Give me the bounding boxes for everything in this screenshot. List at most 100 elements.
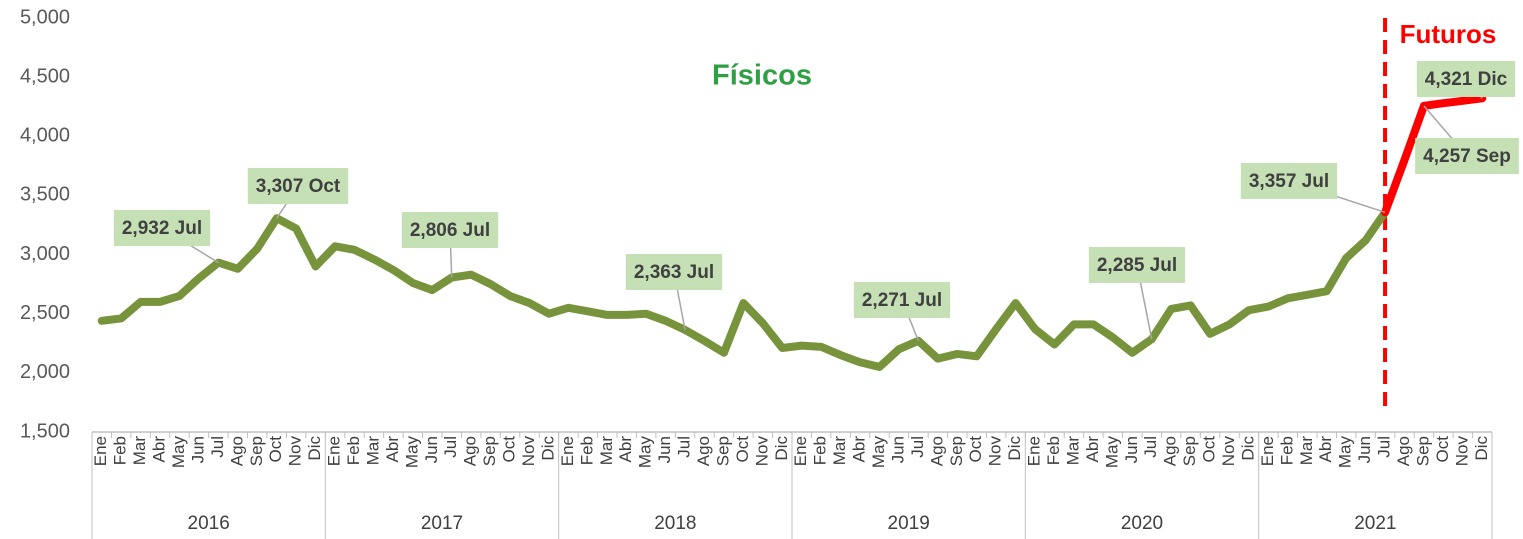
x-tick-label: Oct: [966, 436, 985, 463]
x-tick-label: May: [869, 436, 888, 469]
data-label-text: 4,257 Sep: [1423, 146, 1511, 167]
x-tick-label: Ene: [91, 436, 110, 466]
x-tick-label: Jun: [655, 436, 674, 463]
x-tick-label: Dic: [1472, 436, 1491, 461]
y-tick-label: 4,000: [20, 125, 70, 147]
data-label: 3,357 Jul: [1240, 163, 1386, 214]
x-tick-label: Jul: [1141, 436, 1160, 458]
x-tick-label: Ago: [1161, 436, 1180, 466]
x-tick-label: Ene: [791, 436, 810, 466]
data-label-text: 2,271 Jul: [862, 290, 942, 311]
data-label: 4,321 Dic: [1416, 61, 1516, 99]
y-tick-label: 2,000: [20, 361, 70, 383]
x-tick-label: Oct: [266, 436, 285, 463]
year-label: 2019: [888, 513, 930, 534]
x-tick-label: Jun: [1355, 436, 1374, 463]
x-tick-label: Ago: [694, 436, 713, 466]
label-box: [247, 168, 349, 204]
x-tick-label: Feb: [811, 436, 830, 465]
data-label-text: 4,321 Dic: [1425, 69, 1508, 90]
x-tick-label: Feb: [1277, 436, 1296, 465]
x-tick-label: Ago: [461, 436, 480, 466]
x-tick-label: Feb: [577, 436, 596, 465]
series-line: [97, 208, 1390, 371]
x-tick-label: Jul: [208, 436, 227, 458]
x-tick-label: Oct: [1200, 436, 1219, 463]
data-label: 4,257 Sep: [1415, 105, 1519, 174]
x-tick-label: Mar: [1297, 436, 1316, 466]
x-tick-label: Mar: [597, 436, 616, 466]
year-label: 2018: [654, 513, 696, 534]
x-tick-label: May: [1102, 436, 1121, 469]
data-label: 3,307 Oct: [247, 168, 349, 219]
x-tick-label: Sep: [1413, 436, 1432, 466]
x-tick-label: Ene: [1025, 436, 1044, 466]
x-tick-label: May: [636, 436, 655, 469]
x-tick-label: Jun: [422, 436, 441, 463]
x-tick-label: Feb: [111, 436, 130, 465]
x-tick-label: Dic: [1005, 436, 1024, 461]
x-tick-label: Feb: [1044, 436, 1063, 465]
y-tick-label: 5,000: [20, 6, 70, 28]
x-tick-label: Mar: [363, 436, 382, 466]
x-tick-label: Nov: [986, 436, 1005, 467]
data-label-text: 2,363 Jul: [634, 262, 714, 283]
x-tick-label: Nov: [519, 436, 538, 467]
x-tick-label: Jun: [1122, 436, 1141, 463]
data-label-text: 2,285 Jul: [1097, 255, 1177, 276]
x-tick-label: Mar: [130, 436, 149, 466]
x-tick-label: Jul: [1375, 436, 1394, 458]
label-box: [1088, 247, 1186, 283]
x-tick-label: Abr: [150, 436, 169, 463]
x-tick-label: Dic: [772, 436, 791, 461]
x-tick-label: Ene: [325, 436, 344, 466]
x-tick-label: Dic: [1238, 436, 1257, 461]
y-tick-label: 3,500: [20, 184, 70, 206]
x-tick-label: Sep: [480, 436, 499, 466]
x-tick-label: Oct: [733, 436, 752, 463]
series-label: Futuros: [1400, 19, 1497, 49]
label-box: [1416, 61, 1516, 97]
x-tick-label: Sep: [247, 436, 266, 466]
x-tick-label: Abr: [1316, 436, 1335, 463]
data-label-text: 2,806 Jul: [410, 220, 490, 241]
data-label-text: 2,932 Jul: [122, 218, 202, 239]
label-box: [625, 254, 723, 290]
x-tick-label: Ago: [927, 436, 946, 466]
x-tick-label: Nov: [1452, 436, 1471, 467]
x-tick-label: May: [1336, 436, 1355, 469]
x-tick-label: Ene: [1258, 436, 1277, 466]
x-tick-label: Nov: [752, 436, 771, 467]
x-tick-label: Nov: [286, 436, 305, 467]
x-tick-label: Abr: [850, 436, 869, 463]
label-box: [853, 282, 951, 318]
x-tick-label: Sep: [947, 436, 966, 466]
data-label: 2,932 Jul: [113, 210, 219, 264]
x-tick-label: Jul: [908, 436, 927, 458]
y-tick-label: 3,000: [20, 243, 70, 265]
x-tick-label: Ene: [558, 436, 577, 466]
x-tick-label: Abr: [616, 436, 635, 463]
x-tick-label: Mar: [830, 436, 849, 466]
label-box: [113, 210, 211, 246]
x-tick-label: Nov: [1219, 436, 1238, 467]
label-box: [1240, 163, 1338, 199]
x-tick-label: Ago: [1394, 436, 1413, 466]
data-label: 2,271 Jul: [853, 282, 951, 342]
x-tick-label: Dic: [538, 436, 557, 461]
x-tick-label: Oct: [500, 436, 519, 463]
x-tick-label: Oct: [1433, 436, 1452, 463]
year-label: 2016: [188, 513, 230, 534]
x-tick-label: Sep: [713, 436, 732, 466]
x-tick-label: Feb: [344, 436, 363, 465]
data-label-text: 3,357 Jul: [1249, 171, 1329, 192]
x-tick-label: Jul: [675, 436, 694, 458]
x-tick-label: May: [402, 436, 421, 469]
x-tick-label: Jul: [441, 436, 460, 458]
year-label: 2020: [1121, 513, 1163, 534]
label-box: [401, 212, 499, 248]
x-tick-label: Jun: [188, 436, 207, 463]
label-box: [1415, 138, 1519, 174]
x-tick-label: Sep: [1180, 436, 1199, 466]
